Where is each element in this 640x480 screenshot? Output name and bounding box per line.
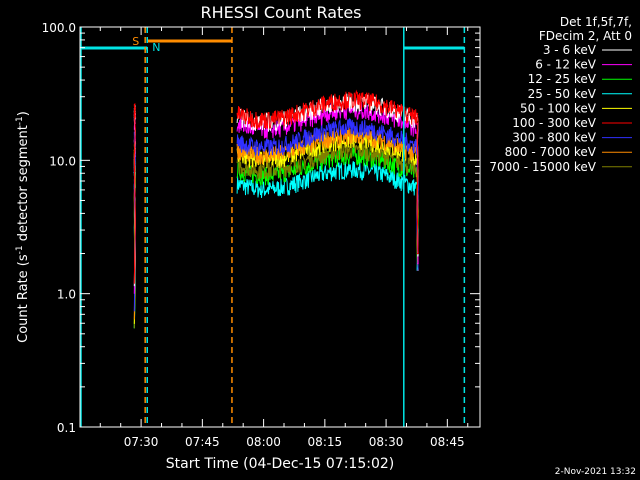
x-axis-label: Start Time (04-Dec-15 07:15:02): [166, 456, 394, 472]
y-tick-label: 1.0: [57, 288, 76, 302]
y-axis: 0.1 1.0 10.0 100.0: [42, 21, 480, 435]
legend-label: 25 - 50 keV: [528, 87, 597, 101]
x-tick-label: 08:45: [430, 435, 465, 449]
series-line: [236, 160, 418, 198]
legend-label: 50 - 100 keV: [520, 101, 597, 115]
x-tick-label: 08:00: [246, 435, 281, 449]
legend-label: 7000 - 15000 keV: [489, 160, 596, 174]
y-axis-label-mid: detector segment: [16, 125, 31, 245]
y-axis-label-main: Count Rate (s: [16, 254, 31, 343]
legend-label: 300 - 800 keV: [512, 131, 596, 145]
series-spike-left: [133, 103, 136, 284]
series-line: [236, 141, 418, 180]
series-line: [236, 117, 418, 157]
legend-label: 100 - 300 keV: [512, 116, 596, 130]
x-tick-label: 08:30: [369, 435, 404, 449]
legend-label: 12 - 25 keV: [528, 72, 597, 86]
y-axis-label: Count Rate (s-1 detector segment-1): [15, 111, 31, 343]
y-tick-label: 10.0: [49, 154, 76, 168]
chart-title: RHESSI Count Rates: [201, 3, 362, 22]
timestamp: 2-Nov-2021 13:32: [555, 467, 636, 477]
saa-label: S: [132, 35, 139, 48]
series-line: [236, 126, 418, 165]
legend-label: 3 - 6 keV: [543, 43, 597, 57]
x-axis: 07:30 07:45 08:00 08:15 08:30 08:45: [99, 27, 469, 449]
plot-frame: [79, 26, 481, 428]
y-tick-label: 0.1: [57, 421, 76, 435]
series-line: [236, 89, 418, 130]
x-tick-label: 07:30: [124, 435, 159, 449]
legend-label: 6 - 12 keV: [535, 58, 597, 72]
y-tick-label: 100.0: [42, 21, 76, 35]
y-axis-label-sup2: -1: [15, 116, 25, 125]
y-axis-label-end: ): [16, 111, 31, 116]
x-tick-label: 08:15: [308, 435, 343, 449]
night-label: N: [152, 41, 160, 54]
series-drop-right: [416, 112, 419, 254]
y-axis-label-sup1: -1: [15, 245, 25, 254]
series-line: [236, 101, 417, 139]
legend-label: 800 - 7000 keV: [505, 145, 597, 159]
legend-header-line-2: FDecim 2, Att 0: [539, 29, 632, 43]
data-layer: [133, 89, 419, 329]
legend-header-line-1: Det 1f,5f,7f,: [560, 15, 632, 29]
x-tick-label: 07:45: [185, 435, 220, 449]
